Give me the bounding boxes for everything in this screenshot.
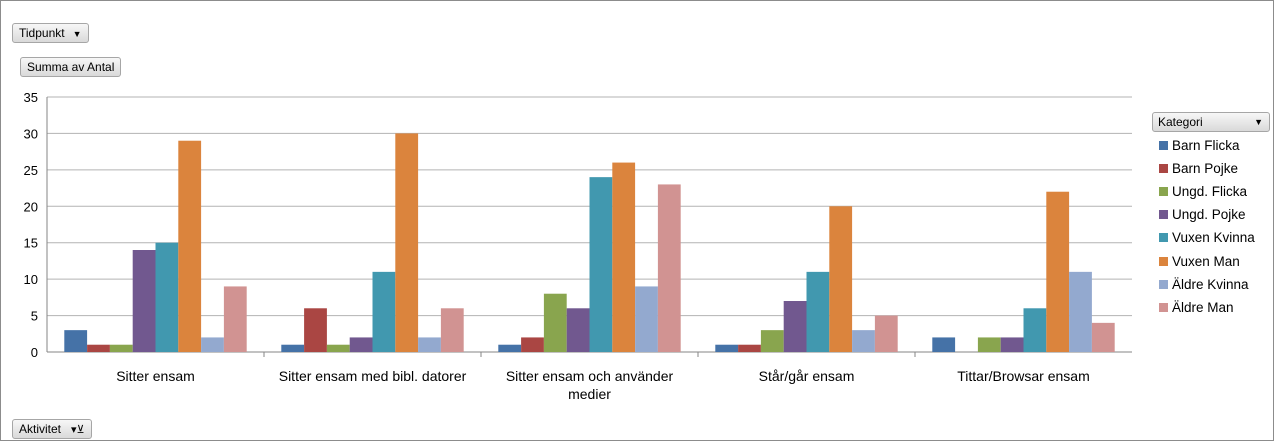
tidpunkt-label: Tidpunkt <box>19 26 65 40</box>
x-category-label: Sitter ensam med bibl. datorer <box>279 368 467 384</box>
bar[interactable] <box>372 271 396 352</box>
bar-chart: 0 5 10 15 20 25 30 35 Sitter ensam Sitter ensam … <box>24 90 1132 402</box>
legend-swatch <box>1159 256 1168 266</box>
bar[interactable] <box>349 337 373 352</box>
chevron-down-icon: ▼ <box>72 28 82 39</box>
aktivitet-filter-button[interactable]: Aktivitet ▾⊻ <box>12 419 92 439</box>
legend-label: Vuxen Man <box>1172 253 1240 269</box>
y-tick-label: 10 <box>24 272 38 287</box>
x-category-label: Sitter ensam och använder <box>506 368 674 384</box>
bar[interactable] <box>223 286 247 352</box>
x-category-label: Sitter ensam <box>116 368 195 384</box>
y-tick-label: 30 <box>24 126 38 141</box>
bar[interactable] <box>1023 308 1047 352</box>
legend-item: Ungd. Flicka <box>1152 180 1270 203</box>
bar[interactable] <box>932 337 956 352</box>
legend-swatch <box>1159 187 1168 197</box>
summa-av-antal-button[interactable]: Summa av Antal <box>20 57 122 77</box>
legend-label: Äldre Man <box>1172 299 1234 315</box>
bar[interactable] <box>806 271 830 352</box>
bar[interactable] <box>109 344 133 352</box>
bar[interactable] <box>1091 322 1115 352</box>
chevron-down-icon: ▼ <box>1254 117 1263 127</box>
bar[interactable] <box>783 301 807 352</box>
bar[interactable] <box>281 344 305 352</box>
legend-swatch <box>1159 302 1168 312</box>
legend-label: Ungd. Pojke <box>1172 207 1246 223</box>
bar[interactable] <box>589 177 613 352</box>
legend-item: Ungd. Pojke <box>1152 203 1270 226</box>
x-axis-categories: Sitter ensam Sitter ensam med bibl. dator… <box>116 368 1090 402</box>
legend-item: Äldre Kvinna <box>1152 273 1270 296</box>
aktivitet-label: Aktivitet <box>19 422 62 436</box>
legend-label: Vuxen Kvinna <box>1172 230 1255 246</box>
legend-item: Vuxen Kvinna <box>1152 226 1270 249</box>
legend: Kategori ▼ Barn Flicka Barn Pojke Ungd. Fli… <box>1152 112 1270 319</box>
bar[interactable] <box>829 206 853 352</box>
bar[interactable] <box>977 337 1001 352</box>
tidpunkt-filter-button[interactable]: Tidpunkt ▼ <box>12 23 89 43</box>
bar[interactable] <box>715 344 739 352</box>
bar[interactable] <box>1046 191 1070 352</box>
bar[interactable] <box>738 344 761 352</box>
bar[interactable] <box>132 250 156 352</box>
bar[interactable] <box>635 286 658 352</box>
legend-swatch <box>1159 233 1168 243</box>
legend-swatch <box>1159 141 1168 151</box>
legend-item: Äldre Man <box>1152 296 1270 319</box>
bar[interactable] <box>657 184 681 352</box>
bar[interactable] <box>543 293 567 352</box>
bar[interactable] <box>87 344 110 352</box>
bar[interactable] <box>498 344 522 352</box>
legend-swatch <box>1159 210 1168 220</box>
y-tick-label: 20 <box>24 199 38 214</box>
filter-icon: ▾⊻ <box>71 423 85 436</box>
bar[interactable] <box>440 308 464 352</box>
bar[interactable] <box>155 242 179 352</box>
y-tick-label: 5 <box>31 309 38 324</box>
bar[interactable] <box>760 330 784 352</box>
x-category-label: Tittar/Browsar ensam <box>957 368 1090 384</box>
y-tick-label: 35 <box>24 90 38 105</box>
legend-item: Vuxen Man <box>1152 249 1270 272</box>
kategori-label: Kategori <box>1158 115 1203 129</box>
bar[interactable] <box>874 315 898 352</box>
bar[interactable] <box>612 162 636 352</box>
legend-item: Barn Flicka <box>1152 134 1270 157</box>
legend-label: Barn Pojke <box>1172 161 1239 177</box>
bar[interactable] <box>566 308 590 352</box>
bar[interactable] <box>201 337 224 352</box>
y-axis-ticks: 0 5 10 15 20 25 30 35 <box>24 90 38 360</box>
bar[interactable] <box>64 330 88 352</box>
y-tick-label: 15 <box>24 236 38 251</box>
legend-label: Ungd. Flicka <box>1172 184 1248 200</box>
kategori-filter-button[interactable]: Kategori ▼ <box>1152 112 1270 132</box>
y-tick-label: 25 <box>24 163 38 178</box>
bar[interactable] <box>418 337 441 352</box>
legend-label: Barn Flicka <box>1172 138 1240 154</box>
bar[interactable] <box>521 337 544 352</box>
summa-label: Summa av Antal <box>27 60 115 74</box>
legend-swatch <box>1159 164 1168 174</box>
bar[interactable] <box>304 308 327 352</box>
bar[interactable] <box>178 140 202 352</box>
bar[interactable] <box>395 133 419 352</box>
bar[interactable] <box>326 344 350 352</box>
bar[interactable] <box>1069 271 1092 352</box>
legend-item: Barn Pojke <box>1152 157 1270 180</box>
bar[interactable] <box>1000 337 1024 352</box>
legend-label: Äldre Kvinna <box>1172 276 1249 292</box>
bars <box>64 133 1115 352</box>
bar[interactable] <box>852 330 875 352</box>
legend-swatch <box>1159 279 1168 289</box>
x-category-label: medier <box>568 386 611 402</box>
legend-items: Barn Flicka Barn Pojke Ungd. Flicka Ungd. P… <box>1152 132 1270 319</box>
y-tick-label: 0 <box>31 345 38 360</box>
x-category-label: Står/går ensam <box>759 368 855 384</box>
